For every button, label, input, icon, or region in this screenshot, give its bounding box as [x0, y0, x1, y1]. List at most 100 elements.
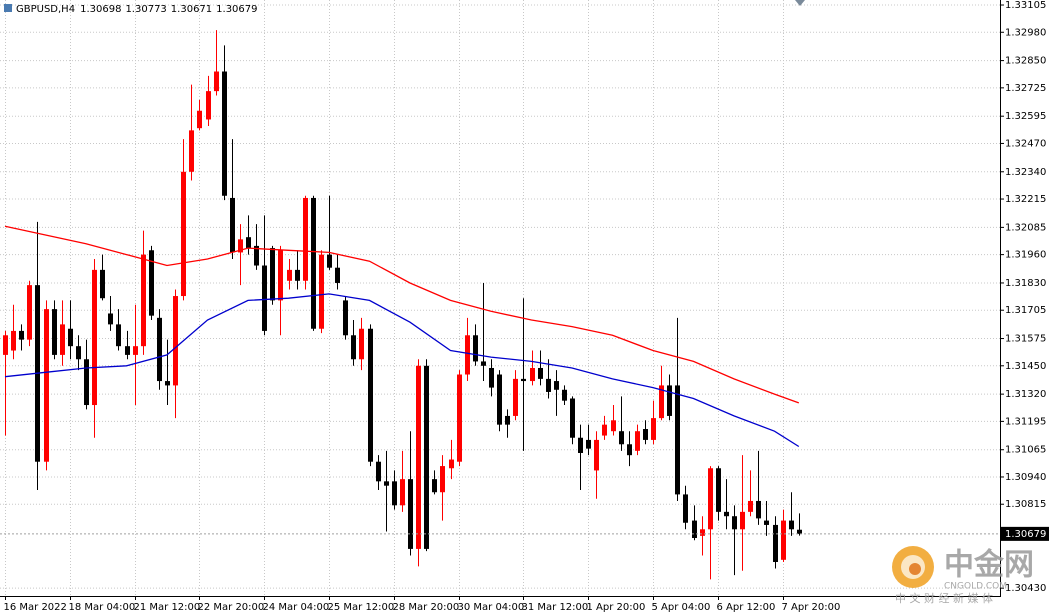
x-tick-label: 30 Mar 04:00	[458, 602, 525, 613]
candle-body	[546, 378, 551, 392]
x-tick-label: 24 Mar 04:00	[263, 602, 330, 613]
y-tick-label: 1.31960	[1005, 250, 1046, 261]
candle-body	[181, 171, 186, 297]
candle-body	[497, 374, 502, 425]
candle-body	[611, 420, 616, 432]
candle-body	[76, 346, 81, 360]
candle-body	[457, 374, 462, 462]
candle-body	[327, 254, 332, 268]
candle-body	[84, 359, 89, 406]
symbol-icon	[4, 4, 12, 12]
candle-body	[222, 71, 227, 196]
x-tick-label: 31 Mar 12:00	[522, 602, 589, 613]
candle-body	[92, 269, 97, 406]
candle-body	[440, 466, 445, 493]
current-price-label: 1.30679	[1005, 529, 1046, 540]
candle-body	[149, 250, 154, 316]
header-text: GBPUSD,H4 1.30698 1.30773 1.30671 1.30679	[16, 4, 258, 15]
watermark-site: CNGOLD.COM	[944, 582, 1007, 592]
candle-body	[619, 431, 624, 445]
candle-body	[100, 269, 105, 299]
candle-body	[319, 254, 324, 329]
y-tick-label: 1.31575	[1005, 334, 1046, 345]
current-price-box	[1001, 526, 1049, 541]
candle-body	[238, 239, 243, 253]
candle-body	[400, 479, 405, 506]
candle-body	[60, 324, 65, 355]
candle-body	[254, 245, 259, 266]
candle-body	[246, 237, 251, 249]
candle-body	[578, 437, 583, 453]
candle-body	[133, 346, 138, 355]
candle-body	[19, 330, 24, 340]
x-tick-label: 25 Mar 12:00	[328, 602, 395, 613]
candle-body	[756, 500, 761, 519]
candle-body	[351, 335, 356, 360]
candle-body	[295, 269, 300, 281]
candle-body	[643, 429, 648, 440]
candle-body	[287, 269, 292, 281]
y-tick-label: 1.33105	[1005, 0, 1046, 11]
last-high: 1.30773	[125, 4, 166, 15]
candle-body	[570, 398, 575, 438]
candle-body	[189, 130, 194, 172]
candle-body	[68, 328, 73, 347]
candle-body	[359, 328, 364, 360]
candle-body	[303, 197, 308, 281]
candle-body	[513, 378, 518, 416]
y-tick-label: 1.32725	[1005, 83, 1046, 94]
candle-body	[692, 520, 697, 539]
x-tick-label: 5 Apr 04:00	[652, 602, 711, 613]
candle-body	[197, 110, 202, 129]
candle-body	[554, 381, 559, 390]
y-tick-label: 1.31705	[1005, 305, 1046, 316]
candle-body	[424, 365, 429, 549]
logo	[909, 563, 921, 575]
x-tick-label: 1 Apr 20:00	[587, 602, 646, 613]
last-open: 1.30698	[80, 4, 121, 15]
candle-body	[449, 459, 454, 469]
watermark-slogan: 中 文 财 经 新 媒 体	[895, 591, 993, 605]
y-tick-label: 1.32085	[1005, 222, 1046, 233]
candle-body	[27, 285, 32, 340]
candle-body	[465, 335, 470, 375]
candle-body	[165, 381, 170, 386]
candle-body	[667, 385, 672, 416]
candle-body	[651, 418, 656, 440]
plot	[0, 30, 1000, 580]
y-tick-label: 1.32470	[1005, 138, 1046, 149]
candle-body	[781, 520, 786, 560]
last-close: 1.30679	[216, 4, 257, 15]
y-tick-label: 1.31450	[1005, 361, 1046, 372]
y-tick-label: 1.31830	[1005, 278, 1046, 289]
candle-body	[740, 511, 745, 530]
candle-body	[206, 91, 211, 120]
y-tick-label: 1.30940	[1005, 472, 1046, 483]
candle-body	[732, 516, 737, 530]
candle-body	[700, 529, 705, 536]
moving-average-line	[4, 293, 800, 448]
header: GBPUSD,H4 1.30698 1.30773 1.30671 1.30679	[4, 4, 258, 15]
candle-body	[262, 265, 267, 331]
y-tick-label: 1.31320	[1005, 389, 1046, 400]
candle-body	[708, 468, 713, 530]
candle-body	[473, 335, 478, 362]
symbol: GBPUSD,H4	[16, 4, 75, 15]
candle-body	[408, 479, 413, 549]
candle-body	[141, 254, 146, 347]
candle-body	[789, 520, 794, 530]
candle-body	[368, 328, 373, 462]
y-tick-label: 1.31065	[1005, 445, 1046, 456]
y-tick-label: 1.32215	[1005, 194, 1046, 205]
candle-body	[764, 520, 769, 525]
candle-body	[416, 365, 421, 549]
x-tick-label: 22 Mar 20:00	[198, 602, 265, 613]
candle-body	[311, 197, 316, 329]
candle-body	[432, 479, 437, 493]
candle-body	[52, 309, 57, 355]
candle-body	[602, 424, 607, 436]
candle-body	[627, 444, 632, 456]
y-tick-label: 1.32340	[1005, 167, 1046, 178]
